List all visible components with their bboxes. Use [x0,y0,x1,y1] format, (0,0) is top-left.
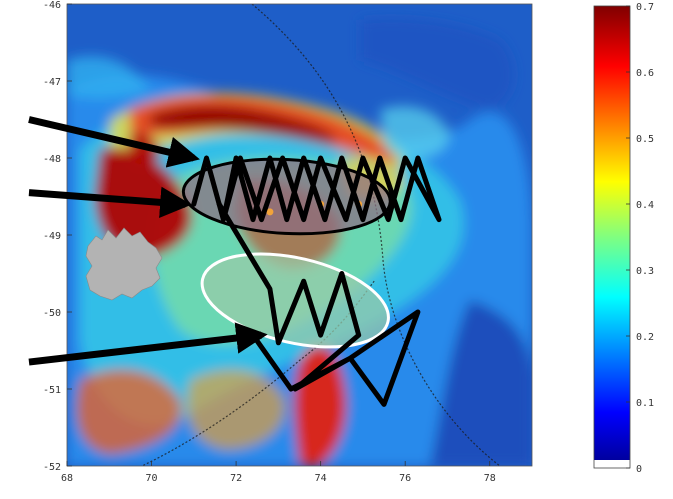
heat-blob-17 [67,56,150,99]
colorbar [594,6,630,468]
y-tick-label-3: -48 [43,154,61,165]
arrows-layer [28,116,268,366]
y-tick-label-7: -52 [43,462,61,473]
colorbar-tick-label-1: 0.7 [636,2,654,13]
y-tick-label-6: -51 [43,385,61,396]
y-tick-label-1: -46 [43,0,61,11]
colorbar-frame [593,5,631,469]
colorbar-ticks: 0.7 0.6 0.5 0.4 0.3 0.2 0.1 0 [626,2,654,475]
heat-blob-12 [430,300,532,466]
colorbar-tick-label-8: 0 [636,464,642,475]
heat-blob-14 [380,106,450,159]
land-mass [85,227,163,301]
ship-track-2 [216,201,421,407]
pointer-arrow-2 [28,186,192,219]
colorbar-tick-label-7: 0.1 [636,398,654,409]
colorbar-tick-label-4: 0.4 [636,200,654,211]
pointer-arrow-1 [28,116,200,168]
heat-blob-6 [150,105,336,145]
ship-track-1 [191,155,442,223]
colorbar-tick-label-6: 0.2 [636,332,654,343]
x-axis: 68 70 72 74 76 78 [61,461,496,484]
x-tick-label-4: 74 [315,473,327,484]
station-point-1 [266,208,274,216]
colorbar-tick-label-2: 0.6 [636,68,654,79]
heat-blob-10 [76,369,182,455]
tracks-layer [191,155,442,407]
colorbar-no-data-swatch [594,460,630,468]
x-tick-label-3: 72 [230,473,242,484]
x-tick-label-2: 70 [146,473,158,484]
y-axis: -46 -47 -48 -49 -50 -51 -52 [43,0,72,473]
pointer-arrow-3 [28,322,268,366]
y-tick-label-2: -47 [43,77,61,88]
y-tick-label-4: -49 [43,231,61,242]
heat-blob-13 [360,18,514,110]
colorbar-tick-label-5: 0.3 [636,266,654,277]
x-tick-label-5: 76 [399,473,411,484]
map-plot-area [67,4,532,466]
y-tick-label-5: -50 [43,308,61,319]
x-tick-label-6: 78 [484,473,496,484]
colorbar-tick-label-3: 0.5 [636,134,654,145]
x-tick-label-1: 68 [61,473,73,484]
front-line-1 [251,4,501,466]
